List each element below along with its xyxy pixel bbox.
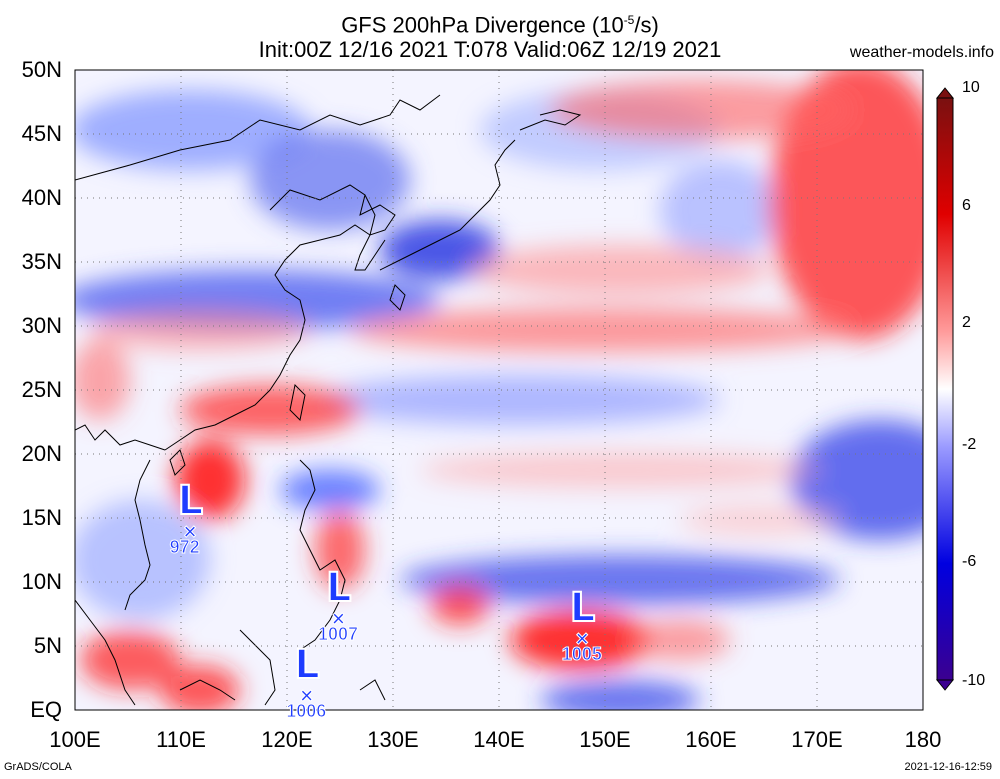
lat-label: 30N [21, 313, 62, 338]
lat-label: 15N [21, 505, 62, 530]
colorbar-label: 6 [962, 197, 971, 214]
low-center-icon: × [183, 519, 197, 545]
plot-frame [74, 69, 924, 711]
colorbar-label: -6 [962, 553, 977, 570]
colorbar-label: -10 [962, 672, 986, 689]
low-symbol: L [325, 564, 352, 612]
coastlines [75, 94, 582, 706]
low-symbol: L [569, 584, 596, 632]
colorbar-label: -2 [962, 436, 977, 453]
footer-software: GrADS/COLA [4, 761, 72, 773]
lat-label: 10N [21, 569, 62, 594]
lon-label: 100E [49, 727, 101, 752]
low-center-icon: × [300, 683, 314, 709]
field-shading [75, 70, 923, 710]
lat-label: EQ [30, 697, 62, 722]
low-center-icon: × [332, 606, 346, 632]
lat-label: 20N [21, 441, 62, 466]
footer-timestamp: 2021-12-16-12:59 [904, 761, 992, 773]
colorbar-label: 10 [962, 79, 980, 96]
lon-label: 180 [904, 727, 942, 752]
low-symbol: L [293, 641, 320, 689]
lon-label: 160E [685, 727, 737, 752]
lon-label: 130E [367, 727, 419, 752]
lon-label: 150E [579, 727, 631, 752]
chart-title-line1: GFS 200hPa Divergence (10-5/s) [341, 12, 659, 38]
colorbar [935, 87, 955, 691]
lat-label: 5N [33, 633, 62, 658]
low-symbol: L [177, 477, 204, 525]
colorbar-label: 2 [962, 314, 971, 331]
lon-label: 110E [156, 727, 206, 752]
lon-label: 120E [261, 727, 313, 752]
lat-label: 35N [21, 249, 62, 274]
chart-title-line2: Init:00Z 12/16 2021 T:078 Valid:06Z 12/1… [258, 37, 722, 62]
lat-label: 40N [21, 185, 62, 210]
low-pressure-value: 972 [169, 537, 200, 558]
lat-label: 25N [21, 377, 62, 402]
low-center-icon: × [575, 625, 589, 651]
lat-label: 50N [21, 57, 62, 82]
lon-label: 170E [791, 727, 843, 752]
lat-label: 45N [21, 121, 62, 146]
low-pressure-value: 1005 [561, 643, 602, 664]
low-pressure-value: 1007 [317, 624, 359, 645]
low-pressure-value: 1006 [286, 701, 327, 722]
site-credit: weather-models.info [849, 44, 994, 61]
lon-label: 140E [473, 727, 525, 752]
